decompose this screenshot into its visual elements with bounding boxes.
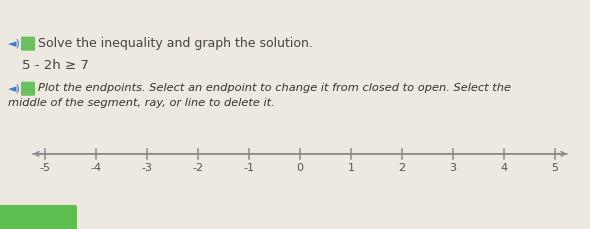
Text: -2: -2 [192, 163, 204, 173]
Text: -3: -3 [142, 163, 152, 173]
Text: 5 - 2h ≥ 7: 5 - 2h ≥ 7 [22, 59, 89, 72]
Text: Plot the endpoints. Select an endpoint to change it from closed to open. Select : Plot the endpoints. Select an endpoint t… [38, 83, 511, 93]
FancyBboxPatch shape [0, 205, 77, 229]
Text: ◄)): ◄)) [8, 84, 25, 94]
Text: 5: 5 [552, 163, 559, 173]
FancyBboxPatch shape [21, 37, 35, 51]
Text: -4: -4 [90, 163, 101, 173]
Text: Solve the inequality and graph the solution.: Solve the inequality and graph the solut… [38, 37, 313, 50]
Text: 4: 4 [500, 163, 507, 173]
Text: 0: 0 [297, 163, 303, 173]
Text: Submit: Submit [16, 213, 58, 223]
Text: middle of the segment, ray, or line to delete it.: middle of the segment, ray, or line to d… [8, 98, 275, 108]
Text: 3: 3 [450, 163, 457, 173]
Text: ◄)): ◄)) [8, 39, 25, 49]
Text: 2: 2 [398, 163, 405, 173]
Text: -5: -5 [40, 163, 51, 173]
Text: -1: -1 [244, 163, 254, 173]
Text: 1: 1 [348, 163, 355, 173]
FancyBboxPatch shape [21, 82, 35, 96]
